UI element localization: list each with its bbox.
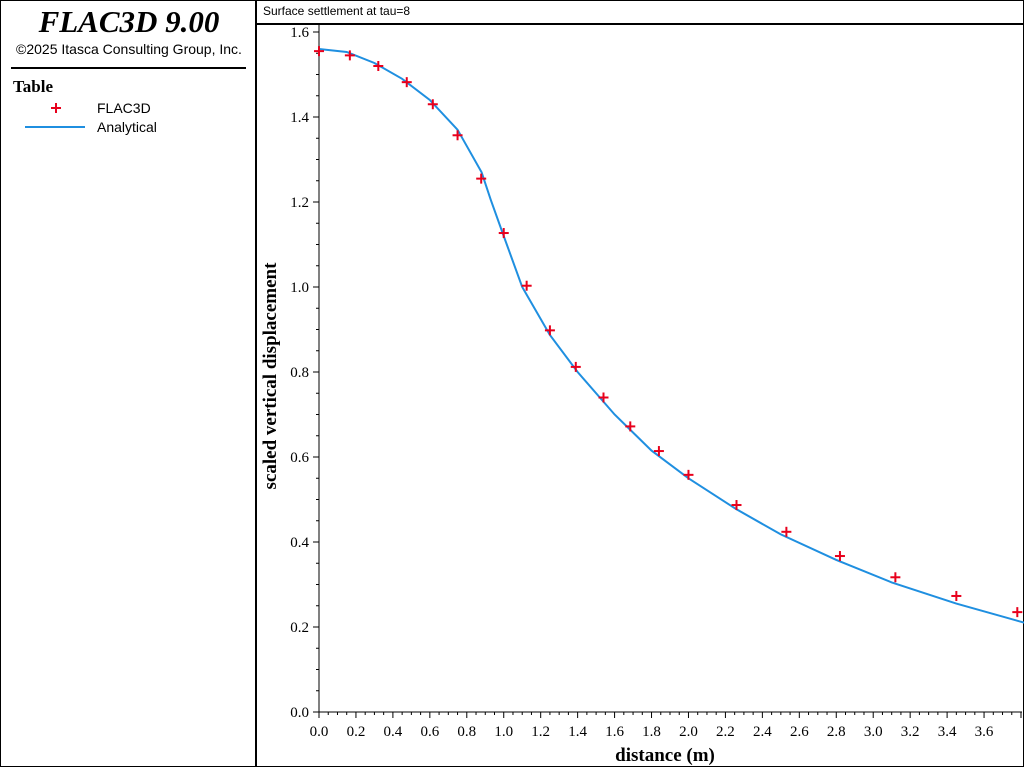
legend-label-analytical: Analytical [97,119,157,135]
chart-title: Surface settlement at tau=8 [263,4,411,18]
x-axis-title: distance (m) [615,745,715,766]
flac3d-data-point [344,50,355,61]
y-tick-label: 1.6 [290,25,309,41]
y-axis-title: scaled vertical displacement [260,262,281,490]
x-tick-label: 3.4 [938,724,957,740]
flac3d-data-point [890,572,901,583]
flac3d-data-point [452,130,463,141]
analytical-series-line [318,48,1024,624]
x-tick-label: 2.2 [716,724,735,740]
flac3d-data-point [781,526,792,537]
legend-plus-marker-icon [51,103,61,113]
x-tick-label: 2.8 [827,724,846,740]
x-tick-label: 2.0 [679,724,698,740]
y-tick-label: 1.0 [290,280,309,296]
legend-panel: FLAC3D 9.00 ©2025 Itasca Consulting Grou… [0,0,256,767]
flac3d-data-point [544,325,555,336]
y-tick-label: 1.2 [290,195,309,211]
flac3d-data-point [476,173,487,184]
flac3d-data-point [427,99,438,110]
y-tick-label: 0.8 [290,365,309,381]
x-tick-label: 1.6 [605,724,624,740]
chart-title-divider [257,23,1023,25]
x-tick-label: 0.6 [420,724,439,740]
flac3d-data-point [683,469,694,480]
flac3d-data-point [653,446,664,457]
x-tick-label: 0.2 [347,724,366,740]
y-tick-label: 0.0 [290,705,309,721]
legend-item-analytical: Analytical [23,117,243,137]
copyright-text: ©2025 Itasca Consulting Group, Inc. [16,41,242,57]
x-tick-label: 0.4 [384,724,403,740]
y-tick-label: 0.4 [290,535,309,551]
flac3d-data-point [314,46,324,57]
legend-heading: Table [13,77,54,96]
flac3d-data-point [570,361,581,372]
x-tick-label: 2.4 [753,724,772,740]
x-tick-label: 1.0 [494,724,513,740]
legend-label-flac3d: FLAC3D [97,100,151,116]
x-tick-label: 2.6 [790,724,809,740]
flac3d-data-point [521,280,532,291]
legend-line-icon [25,126,85,128]
flac3d-data-point [373,61,384,71]
x-tick-label: 3.2 [901,724,920,740]
y-tick-label: 0.2 [290,620,309,636]
x-tick-label: 3.0 [864,724,883,740]
app-title: FLAC3D 9.00 [38,4,220,39]
flac3d-data-point [1012,607,1023,618]
y-tick-label: 1.4 [290,110,309,126]
x-tick-label: 1.2 [531,724,550,740]
y-tick-label: 0.6 [290,450,309,466]
flac3d-data-point [498,228,509,239]
x-tick-label: 3.6 [975,724,994,740]
flac3d-data-point [625,421,636,432]
x-tick-label: 0.8 [457,724,476,740]
flac3d-data-point [731,500,742,511]
x-tick-label: 1.4 [568,724,587,740]
x-tick-label: 1.8 [642,724,661,740]
legend-divider [11,67,246,69]
flac3d-data-point [951,590,962,601]
legend-item-flac3d: FLAC3D [23,98,243,118]
flac3d-data-point [834,551,845,562]
flac3d-data-point [401,77,412,88]
flac3d-data-point [598,392,609,403]
x-tick-label: 0.0 [310,724,329,740]
